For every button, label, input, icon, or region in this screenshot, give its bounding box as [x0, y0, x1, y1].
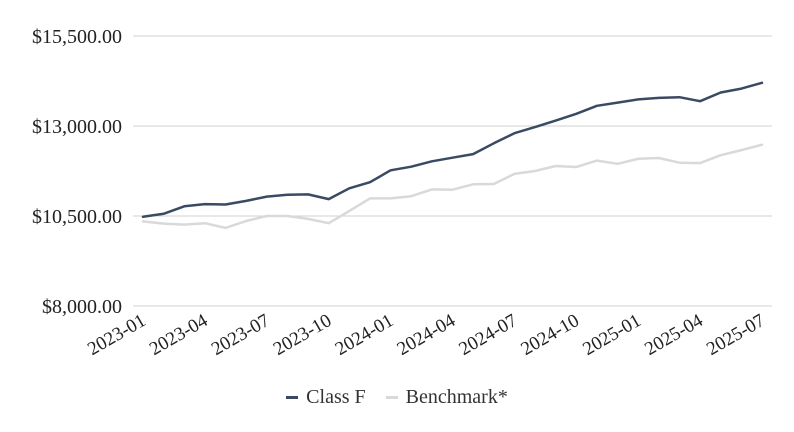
y-tick-label: $10,500.00: [32, 206, 122, 228]
x-tick-label: 2025-07: [703, 310, 768, 360]
x-tick-label: 2024-10: [517, 310, 582, 360]
y-tick-label: $13,000.00: [32, 116, 122, 138]
series-line-benchmark: [141, 143, 764, 230]
x-tick-label: 2025-04: [641, 310, 707, 360]
x-tick-label: 2023-10: [270, 310, 335, 360]
x-tick-label: 2023-04: [146, 310, 212, 360]
legend-item-class-f: Class F: [286, 385, 366, 409]
legend-swatch-benchmark: [385, 395, 398, 399]
y-tick-label: $15,500.00: [32, 26, 122, 48]
x-tick-label: 2024-04: [394, 310, 460, 360]
x-tick-label: 2024-07: [456, 310, 521, 360]
legend-label-class-f: Class F: [306, 385, 366, 408]
y-tick-label: $8,000.00: [42, 296, 122, 318]
x-tick-label: 2024-01: [332, 310, 397, 360]
gridlines: [133, 35, 772, 307]
x-tick-label: 2023-07: [208, 310, 273, 360]
series-line-class-f: [141, 81, 764, 218]
y-axis: $8,000.00 $10,500.00 $13,000.00 $15,500.00: [32, 26, 122, 318]
legend-item-benchmark: Benchmark*: [385, 385, 508, 409]
x-tick-label: 2025-01: [579, 310, 644, 360]
legend-label-benchmark: Benchmark*: [405, 385, 508, 408]
x-axis: 2023-012023-042023-072023-102024-012024-…: [84, 310, 768, 360]
legend: Class F Benchmark*: [0, 383, 794, 411]
legend-swatch-class-f: [286, 395, 299, 399]
series-lines: [141, 81, 764, 230]
